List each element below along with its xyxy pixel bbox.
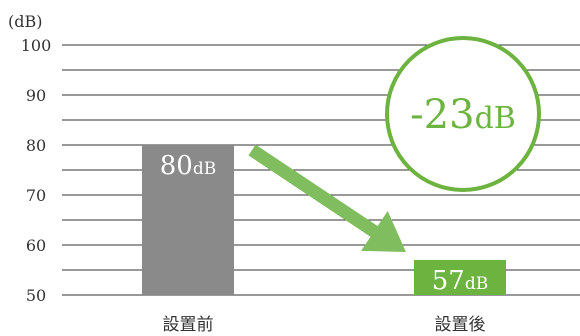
x-axis-labels: 設置前 設置後 [163, 315, 486, 335]
bars: 80dB 57dB [142, 145, 506, 296]
y-tick-label: 80 [26, 136, 46, 155]
x-category-label: 設置前 [163, 315, 214, 335]
x-category-label: 設置後 [435, 315, 486, 335]
bar-value-label: 57dB [432, 266, 488, 296]
decrease-arrow [248, 144, 406, 252]
bar [142, 145, 234, 295]
annotation-text: -23dB [410, 92, 516, 138]
reduction-annotation: -23dB [385, 36, 541, 192]
bar [414, 260, 506, 295]
y-axis: (dB) 50 60 70 80 90 100 [8, 12, 51, 305]
arrow-shaft [248, 144, 382, 240]
y-tick-label: 70 [26, 186, 46, 205]
y-tick-label: 50 [26, 286, 46, 305]
y-tick-label: 60 [26, 236, 46, 255]
arrow-head [361, 210, 406, 252]
bar-value-label: 80dB [160, 151, 216, 181]
y-unit-label: (dB) [8, 12, 42, 31]
y-tick-label: 90 [26, 86, 46, 105]
y-tick-label: 100 [21, 36, 52, 55]
annotation-circle [385, 36, 541, 192]
